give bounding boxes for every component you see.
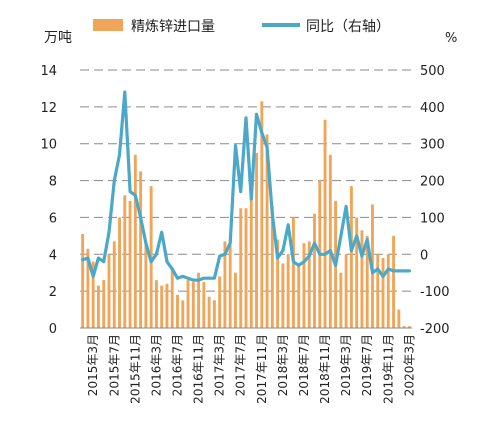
bar — [407, 326, 411, 328]
bar — [244, 208, 248, 328]
bar — [228, 245, 232, 328]
x-tick-label: 2019年3月 — [339, 334, 353, 396]
bar — [313, 213, 316, 328]
y-right-tick-label: 300 — [420, 138, 445, 153]
bar — [281, 263, 285, 328]
bar — [402, 326, 406, 328]
bar — [191, 281, 195, 328]
y-left-tick-label: 12 — [40, 101, 57, 116]
bar — [218, 276, 222, 328]
x-tick-label: 2020年3月 — [402, 334, 416, 396]
x-tick-label: 2018年3月 — [276, 334, 290, 396]
bar — [112, 241, 116, 328]
x-tick-label: 2018年7月 — [297, 334, 311, 396]
y-right-tick-label: 100 — [420, 211, 445, 226]
y-left-tick-label: 8 — [49, 175, 57, 190]
legend-bar-label: 精炼锌进口量 — [131, 19, 215, 35]
x-tick-label: 2019年11月 — [381, 334, 395, 404]
bar — [286, 254, 290, 328]
x-tick-label: 2017年11月 — [255, 334, 269, 404]
bar — [323, 119, 327, 328]
bar — [207, 296, 211, 328]
y-left-tick-label: 0 — [49, 322, 57, 337]
yoy-line — [80, 90, 411, 282]
bar — [381, 257, 385, 328]
bar — [144, 245, 148, 328]
y-left-tick-label: 6 — [49, 211, 57, 226]
y-left-tick-label: 2 — [49, 285, 57, 300]
bar — [239, 208, 243, 328]
x-tick-label: 2016年7月 — [170, 334, 184, 396]
y-right-tick-label: -200 — [420, 322, 450, 337]
y-left-tick-label: 4 — [49, 248, 57, 263]
bar — [302, 243, 306, 328]
bar — [133, 154, 137, 328]
x-tick-label: 2017年7月 — [234, 334, 248, 396]
bar — [265, 134, 269, 328]
y-right-tick-label: 500 — [420, 64, 445, 79]
bar — [276, 239, 280, 328]
bar — [154, 280, 158, 328]
x-tick-label: 2017年3月 — [213, 334, 227, 396]
x-tick-label: 2019年7月 — [360, 334, 374, 396]
bar — [170, 267, 174, 328]
bar — [344, 254, 348, 328]
y-left-unit: 万吨 — [44, 30, 72, 46]
bar — [234, 272, 237, 328]
bar — [181, 300, 185, 328]
bar — [81, 234, 85, 328]
bar — [307, 241, 311, 328]
x-tick-label: 2016年3月 — [149, 334, 163, 396]
bar — [291, 217, 295, 328]
bar — [328, 154, 332, 328]
y-left-tick-label: 14 — [40, 64, 57, 79]
x-tick-label: 2015年11月 — [128, 334, 142, 404]
y-right-tick-label: 0 — [420, 248, 428, 263]
bar — [223, 241, 227, 328]
bar — [202, 281, 206, 328]
y-right-tick-label: 200 — [420, 175, 445, 190]
legend-line-label: 同比（右轴） — [306, 19, 390, 35]
bar — [165, 283, 169, 328]
bar — [249, 195, 253, 328]
x-tick-label: 2015年3月 — [86, 334, 100, 396]
bar — [128, 200, 132, 328]
bar — [212, 300, 216, 328]
y-right-tick-label: 400 — [420, 101, 445, 116]
bar — [376, 254, 380, 328]
bar — [186, 280, 190, 328]
y-left-tick-label: 10 — [40, 138, 57, 153]
legend-bar-swatch — [93, 19, 123, 31]
bar — [392, 235, 396, 328]
bar — [176, 294, 179, 328]
bar — [260, 101, 264, 328]
bar — [386, 254, 390, 328]
y-right-unit: % — [445, 31, 457, 46]
x-tick-label: 2015年7月 — [107, 334, 121, 396]
bar — [255, 152, 258, 328]
bar — [365, 235, 369, 328]
x-tick-label: 2016年11月 — [192, 334, 206, 404]
bar — [91, 261, 95, 328]
bar — [96, 285, 100, 328]
bar — [397, 309, 401, 328]
x-tick-label: 2018年11月 — [318, 334, 332, 404]
bar — [123, 195, 127, 328]
bar — [270, 206, 274, 328]
bar — [349, 186, 353, 328]
bar — [107, 254, 111, 328]
bar — [339, 272, 343, 328]
bar — [360, 230, 364, 328]
bar — [197, 272, 201, 328]
bar — [102, 280, 106, 328]
bar — [139, 171, 143, 328]
bar — [297, 265, 301, 328]
y-right-tick-label: -100 — [420, 285, 450, 300]
bar — [118, 217, 121, 328]
bar — [86, 248, 90, 328]
bar — [355, 217, 359, 328]
bar — [160, 285, 164, 328]
